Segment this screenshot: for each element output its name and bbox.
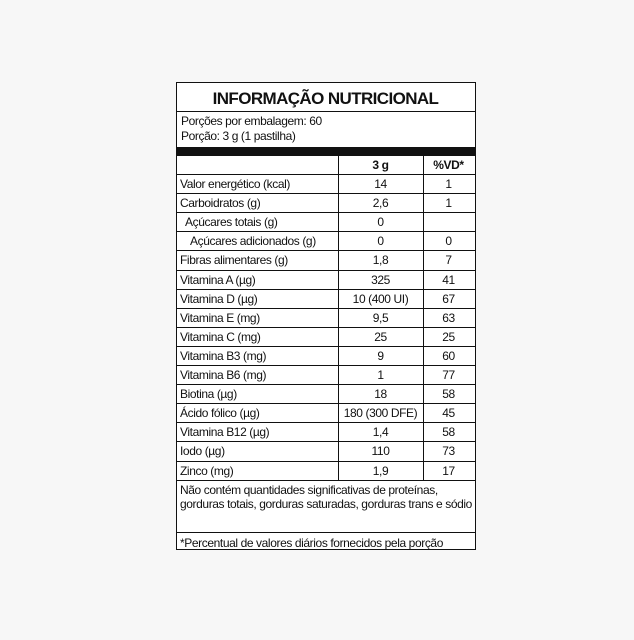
serving-size: Porção: 3 g (1 pastilha) (181, 129, 296, 143)
daily-value: 77 (442, 368, 455, 382)
row-line (177, 307, 475, 309)
daily-value: 73 (442, 444, 455, 459)
row-line (177, 365, 475, 366)
row-line (177, 288, 475, 290)
rule (177, 111, 475, 112)
nutrient-name: Fibras alimentares (g) (180, 253, 288, 268)
amount: 325 (371, 272, 390, 287)
amount: 0 (377, 215, 384, 230)
daily-value: 67 (442, 291, 455, 306)
nutrient-name: Açúcares adicionados (g) (190, 234, 316, 249)
nutrition-label: INFORMAÇÃO NUTRICIONAL Porções por embal… (176, 82, 476, 550)
amount: 2,6 (372, 196, 389, 211)
daily-value: 60 (442, 348, 455, 363)
daily-value: 45 (442, 406, 455, 421)
row-line (177, 154, 475, 156)
row-line (177, 212, 475, 214)
nutrient-name: Vitamina A (µg) (180, 272, 256, 287)
nutrient-name: Vitamina B12 (µg) (180, 425, 270, 440)
nutrient-name: Iodo (µg) (180, 444, 225, 459)
nutrient-name: Vitamina D (µg) (180, 291, 258, 306)
daily-value: 7 (445, 253, 452, 268)
row-line (177, 250, 475, 252)
row-line (177, 193, 475, 195)
nutrient-name: Vitamina E (mg) (180, 310, 260, 325)
footnote: *Percentual de valores diários fornecido… (180, 535, 443, 550)
nutrient-name: Vitamina C (mg) (180, 329, 261, 344)
amount: 180 (300 DFE) (343, 406, 418, 421)
nutrient-name: Biotina (µg) (180, 387, 237, 402)
rule (177, 531, 475, 533)
row-line (177, 384, 475, 386)
daily-value: 1 (445, 196, 452, 211)
amount: 0 (377, 234, 384, 249)
daily-value: 63 (442, 310, 455, 325)
daily-value: 0 (445, 234, 452, 249)
amount: 18 (374, 387, 387, 402)
nutrient-name: Carboidratos (g) (180, 196, 261, 211)
amount: 1,9 (372, 463, 389, 478)
amount: 1 (377, 368, 384, 382)
row-line (177, 174, 475, 175)
amount: 1,8 (372, 253, 389, 268)
col-line (423, 155, 424, 480)
nutrient-name: Valor energético (kcal) (180, 177, 290, 191)
row-line (177, 326, 475, 328)
column-header: %VD* (433, 158, 464, 172)
nutrient-name: Vitamina B3 (mg) (180, 348, 267, 363)
amount: 10 (400 UI) (352, 291, 409, 306)
daily-value: 58 (442, 425, 455, 440)
note: Não contém quantidades significativas de… (180, 482, 472, 511)
row-line (177, 422, 475, 424)
daily-value: 41 (442, 272, 455, 287)
row-line (177, 231, 475, 233)
daily-value: 25 (442, 329, 455, 344)
title: INFORMAÇÃO NUTRICIONAL (212, 89, 439, 108)
nutrient-name: Açúcares totais (g) (185, 215, 278, 230)
row-line (177, 345, 475, 347)
amount: 1,4 (372, 425, 389, 440)
thick-rule (177, 147, 475, 155)
nutrient-name: Vitamina B6 (mg) (180, 368, 267, 382)
amount: 14 (374, 177, 387, 191)
col-line (338, 155, 339, 480)
row-line (177, 460, 475, 462)
amount: 25 (374, 329, 387, 344)
column-header: 3 g (372, 158, 389, 172)
nutrient-name: Zinco (mg) (180, 463, 234, 478)
daily-value: 58 (442, 387, 455, 402)
row-line (177, 441, 475, 443)
row-line (177, 269, 475, 271)
amount: 110 (371, 444, 390, 459)
amount: 9,5 (372, 310, 389, 325)
daily-value: 17 (442, 463, 455, 478)
amount: 9 (377, 348, 384, 363)
row-line (177, 403, 475, 405)
nutrient-name: Ácido fólico (µg) (180, 406, 260, 421)
servings: Porções por embalagem: 60 (181, 114, 322, 128)
row-line (177, 479, 475, 481)
daily-value: 1 (445, 177, 452, 191)
